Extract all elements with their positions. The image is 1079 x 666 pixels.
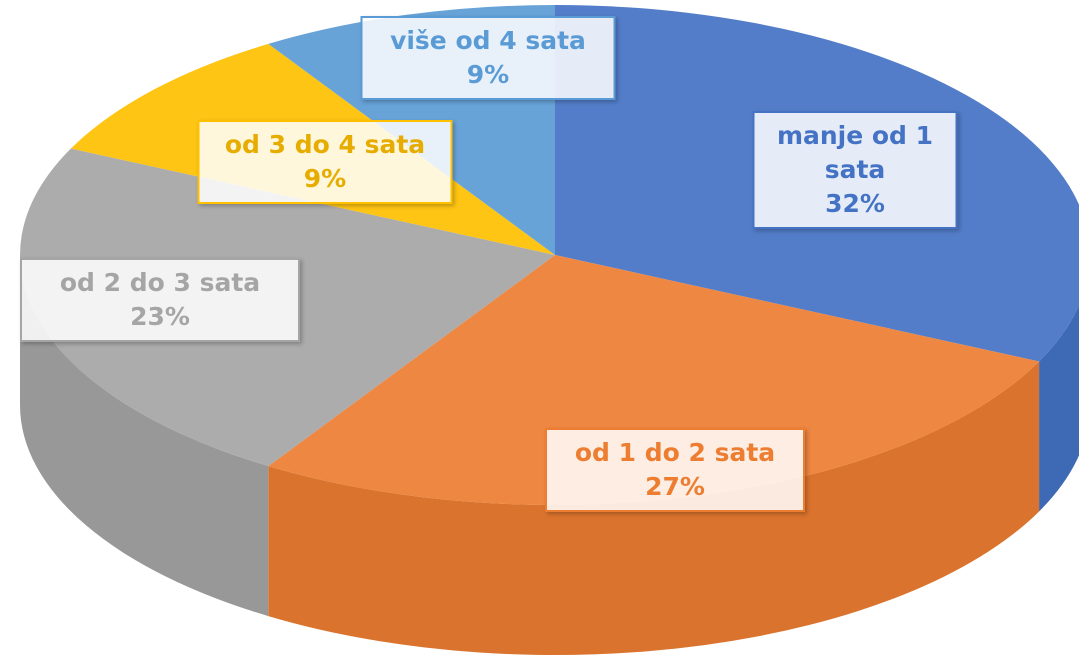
data-label: od 3 do 4 sata 9% bbox=[197, 120, 453, 204]
value-label: 32% bbox=[825, 189, 885, 218]
data-label: više od 4 sata 9% bbox=[360, 16, 616, 100]
category-label: od 1 do 2 sata bbox=[574, 438, 776, 467]
pie-side-shade bbox=[20, 255, 269, 617]
value-label: 9% bbox=[303, 164, 347, 193]
pie-side bbox=[20, 255, 269, 617]
category-label: više od 4 sata bbox=[390, 26, 586, 55]
pie-slice bbox=[268, 255, 1040, 505]
data-label: od 2 do 3 sata 23% bbox=[20, 258, 300, 342]
category-label: od 3 do 4 sata bbox=[224, 130, 426, 159]
data-label: od 1 do 2 sata 27% bbox=[545, 428, 805, 512]
data-label: manje od 1 sata 32% bbox=[752, 111, 958, 229]
value-label: 9% bbox=[466, 60, 510, 89]
pie-side-shade bbox=[1039, 305, 1079, 512]
pie-side bbox=[1039, 305, 1079, 512]
category-label: manje od 1 sata bbox=[776, 121, 934, 184]
category-label: od 2 do 3 sata bbox=[59, 268, 261, 297]
value-label: 23% bbox=[130, 302, 190, 331]
value-label: 27% bbox=[645, 472, 705, 501]
